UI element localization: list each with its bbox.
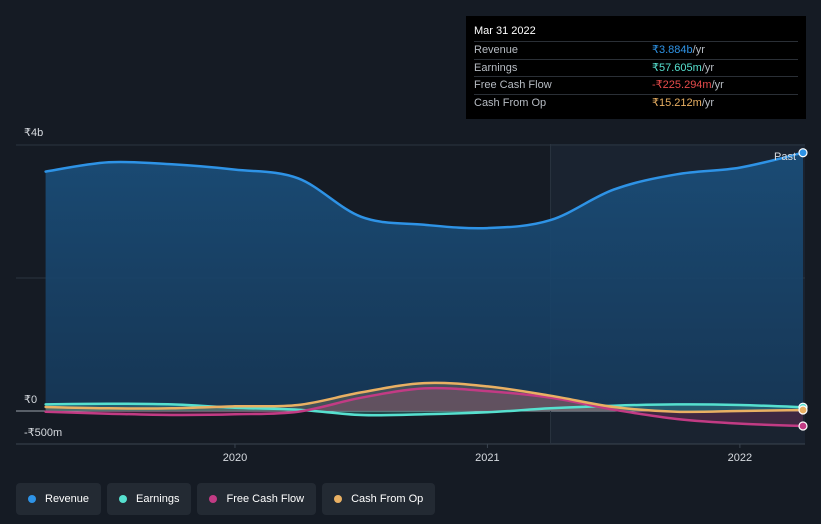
legend-label: Cash From Op <box>351 493 424 505</box>
tooltip-row-value: ₹57.605m <box>652 61 702 74</box>
line-cash-from-op <box>44 381 805 414</box>
tooltip-row-value: ₹15.212m <box>652 96 702 109</box>
legend-label: Revenue <box>45 493 90 505</box>
marker-revenue <box>798 148 808 158</box>
series-areas <box>45 152 804 426</box>
x-tick-label: 2022 <box>728 452 752 464</box>
tooltip: Mar 31 2022 Revenue ₹3.884b /yr Earnings ₹5… <box>466 16 806 119</box>
legend-label: Free Cash Flow <box>226 493 305 505</box>
tooltip-row: Cash From Op ₹15.212m /yr <box>474 93 798 112</box>
legend-label: Earnings <box>136 493 180 505</box>
marker-cash-from-op <box>798 405 808 415</box>
legend-dot-icon <box>28 495 36 503</box>
tooltip-row-unit: /yr <box>692 44 705 56</box>
legend-item-cash-from-op[interactable]: Cash From Op <box>322 483 436 515</box>
legend: Revenue Earnings Free Cash Flow Cash From O… <box>16 483 436 515</box>
area-cash-from-op <box>45 382 804 412</box>
past-label: Past <box>774 151 796 163</box>
tooltip-row-label: Earnings <box>474 61 518 74</box>
tooltip-row-unit: /yr <box>711 79 724 91</box>
x-tick-label: 2021 <box>475 452 499 464</box>
tooltip-date: Mar 31 2022 <box>474 25 536 37</box>
y-axis-labels: ₹4b ₹0 -₹500m <box>24 127 62 439</box>
tooltip-rows: Revenue ₹3.884b /yr Earnings ₹57.605m /yr Fr… <box>474 41 798 111</box>
tooltip-row: Free Cash Flow -₹225.294m /yr <box>474 76 798 94</box>
tooltip-row-label: Revenue <box>474 44 519 56</box>
tooltip-row-unit: /yr <box>701 96 715 109</box>
legend-dot-icon <box>119 495 128 503</box>
tooltip-row-unit: /yr <box>701 61 715 74</box>
tooltip-row-value: -₹225.294m <box>652 79 712 91</box>
tooltip-row: Revenue ₹3.884b /yr <box>474 41 798 59</box>
marker-free-cash-flow <box>798 421 808 431</box>
series-end-markers <box>798 148 808 431</box>
line-earnings <box>44 402 805 417</box>
x-tick-label: 2020 <box>223 452 247 464</box>
legend-dot-icon <box>209 495 218 503</box>
series-lines <box>44 151 805 428</box>
tooltip-row: Earnings ₹57.605m /yr <box>474 58 798 77</box>
area-free-cash-flow <box>45 388 804 426</box>
legend-item-revenue[interactable]: Revenue <box>16 483 102 515</box>
legend-item-free-cash-flow[interactable]: Free Cash Flow <box>197 483 317 515</box>
y-tick-label: ₹0 <box>24 394 37 406</box>
chart-canvas: ₹4b ₹0 -₹500m 2020 2021 2022 Past <box>16 127 808 464</box>
tooltip-row-label: Free Cash Flow <box>474 79 552 91</box>
line-free-cash-flow <box>44 386 805 428</box>
tooltip-row-label: Cash From Op <box>474 96 547 109</box>
area-revenue <box>45 152 804 411</box>
line-revenue <box>44 151 805 230</box>
legend-dot-icon <box>334 495 343 503</box>
tooltip-row-value: ₹3.884b <box>652 44 693 56</box>
legend-item-earnings[interactable]: Earnings <box>107 483 192 515</box>
x-axis-labels: 2020 2021 2022 <box>223 444 752 464</box>
y-tick-label: -₹500m <box>24 427 62 439</box>
y-tick-label: ₹4b <box>24 127 43 139</box>
